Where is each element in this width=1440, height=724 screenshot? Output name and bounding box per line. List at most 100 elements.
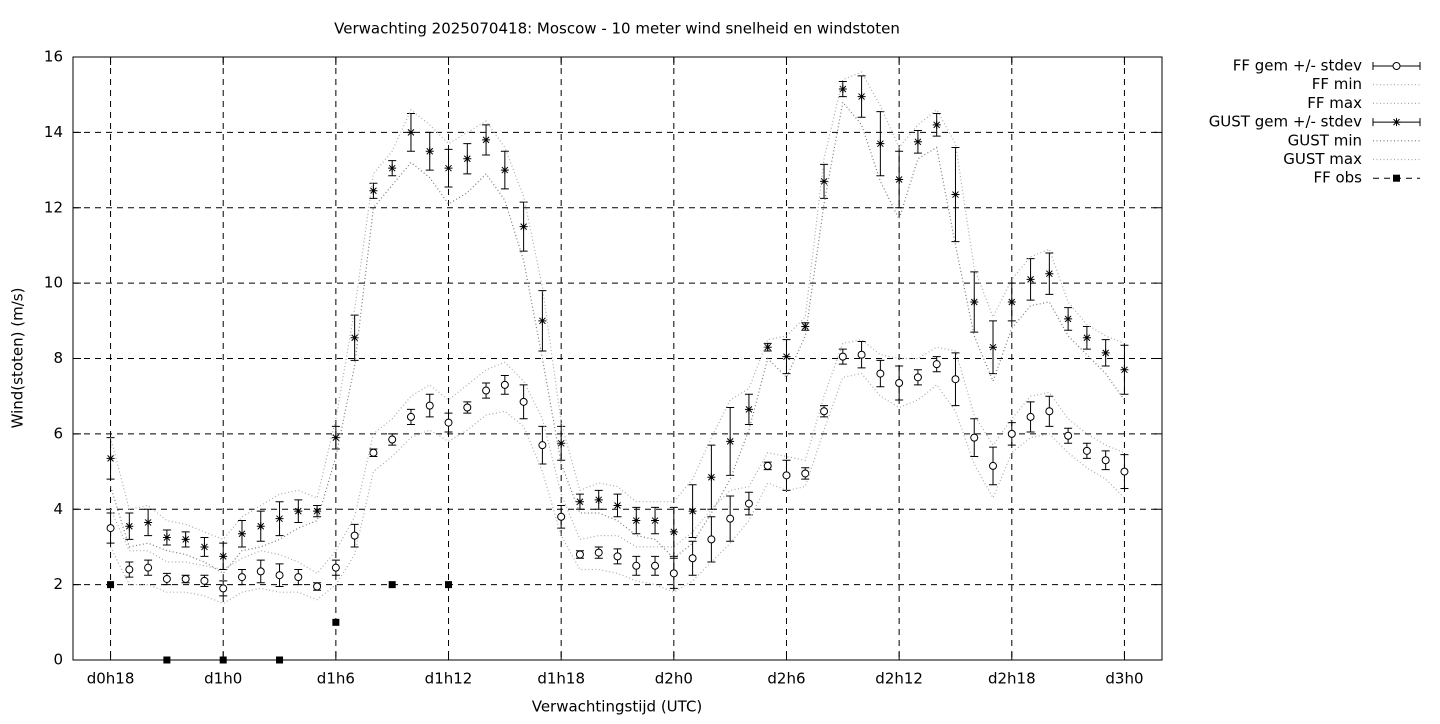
y-axis-label: Wind(stoten) (m/s) bbox=[9, 288, 27, 429]
x-tick-label: d2h12 bbox=[875, 670, 923, 688]
marker-star bbox=[444, 164, 453, 173]
marker-star bbox=[726, 437, 735, 446]
marker-star bbox=[744, 405, 753, 414]
marker-star bbox=[256, 522, 265, 531]
marker-circle bbox=[876, 369, 885, 378]
marker-square bbox=[163, 656, 171, 664]
range-line bbox=[110, 339, 1125, 575]
marker-circle bbox=[313, 582, 322, 591]
marker-circle bbox=[970, 433, 979, 442]
marker-star bbox=[820, 177, 829, 186]
marker-circle bbox=[557, 512, 566, 521]
marker-circle bbox=[181, 574, 190, 583]
legend-label: FF gem +/- stdev bbox=[1233, 57, 1362, 75]
marker-square bbox=[445, 581, 453, 589]
x-tick-label: d3h0 bbox=[1105, 670, 1143, 688]
marker-square bbox=[107, 581, 115, 589]
marker-circle bbox=[538, 441, 547, 450]
marker-star bbox=[106, 454, 115, 463]
marker-star bbox=[388, 164, 397, 173]
marker-circle bbox=[125, 565, 134, 574]
marker-circle bbox=[632, 561, 641, 570]
marker-star bbox=[932, 120, 941, 129]
marker-circle bbox=[237, 573, 246, 582]
marker-circle bbox=[838, 352, 847, 361]
marker-circle bbox=[219, 584, 228, 593]
marker-circle bbox=[932, 360, 941, 369]
marker-circle bbox=[369, 448, 378, 457]
marker-star bbox=[707, 473, 716, 482]
y-tick-label: 12 bbox=[44, 198, 63, 216]
marker-star bbox=[951, 190, 960, 199]
marker-circle bbox=[744, 499, 753, 508]
marker-star bbox=[913, 137, 922, 146]
marker-star bbox=[294, 507, 303, 516]
marker-star bbox=[1045, 269, 1054, 278]
marker-star bbox=[763, 343, 772, 352]
legend-label: FF min bbox=[1312, 75, 1362, 93]
marker-circle bbox=[688, 554, 697, 563]
marker-star bbox=[331, 433, 340, 442]
marker-circle bbox=[707, 535, 716, 544]
marker-star bbox=[125, 522, 134, 531]
marker-circle bbox=[388, 435, 397, 444]
marker-circle bbox=[144, 563, 153, 572]
marker-circle bbox=[1392, 62, 1401, 70]
marker-circle bbox=[1101, 456, 1110, 465]
marker-star bbox=[463, 154, 472, 163]
marker-circle bbox=[989, 461, 998, 470]
marker-star bbox=[519, 222, 528, 231]
marker-circle bbox=[500, 380, 509, 389]
marker-star bbox=[782, 352, 791, 361]
marker-star bbox=[538, 316, 547, 325]
marker-star bbox=[970, 297, 979, 306]
marker-circle bbox=[1007, 429, 1016, 438]
legend-label: GUST gem +/- stdev bbox=[1209, 113, 1362, 131]
legend-label: GUST max bbox=[1283, 150, 1362, 168]
marker-circle bbox=[820, 407, 829, 416]
marker-circle bbox=[106, 524, 115, 533]
marker-circle bbox=[951, 375, 960, 384]
marker-circle bbox=[594, 548, 603, 557]
marker-star bbox=[1007, 297, 1016, 306]
marker-circle bbox=[669, 569, 678, 578]
marker-circle bbox=[200, 576, 209, 585]
y-tick-label: 10 bbox=[44, 274, 63, 292]
y-tick-label: 2 bbox=[53, 575, 63, 593]
marker-star bbox=[482, 135, 491, 144]
marker-circle bbox=[782, 471, 791, 480]
marker-circle bbox=[913, 373, 922, 382]
marker-star bbox=[857, 92, 866, 101]
marker-circle bbox=[256, 567, 265, 576]
marker-star bbox=[632, 516, 641, 525]
marker-circle bbox=[763, 461, 772, 470]
marker-square bbox=[332, 618, 340, 626]
marker-circle bbox=[463, 403, 472, 412]
marker-circle bbox=[444, 418, 453, 427]
marker-star bbox=[613, 501, 622, 510]
marker-circle bbox=[895, 378, 904, 387]
marker-circle bbox=[1064, 431, 1073, 440]
marker-star bbox=[1026, 275, 1035, 284]
marker-star bbox=[369, 186, 378, 195]
legend-label: FF obs bbox=[1313, 169, 1362, 187]
marker-circle bbox=[726, 514, 735, 523]
legend-label: GUST min bbox=[1288, 131, 1362, 149]
marker-circle bbox=[406, 412, 415, 421]
marker-star bbox=[669, 527, 678, 536]
marker-star bbox=[144, 518, 153, 527]
marker-circle bbox=[519, 397, 528, 406]
marker-circle bbox=[613, 552, 622, 561]
legend-label: FF max bbox=[1307, 94, 1362, 112]
y-tick-label: 0 bbox=[53, 651, 63, 669]
marker-star bbox=[557, 439, 566, 448]
marker-star bbox=[838, 85, 847, 94]
marker-star bbox=[275, 514, 284, 523]
marker-circle bbox=[1045, 407, 1054, 416]
marker-circle bbox=[575, 550, 584, 559]
marker-circle bbox=[331, 563, 340, 572]
x-tick-label: d2h0 bbox=[655, 670, 693, 688]
marker-star bbox=[219, 552, 228, 561]
x-tick-label: d2h18 bbox=[988, 670, 1036, 688]
plot-frame bbox=[72, 56, 1163, 661]
